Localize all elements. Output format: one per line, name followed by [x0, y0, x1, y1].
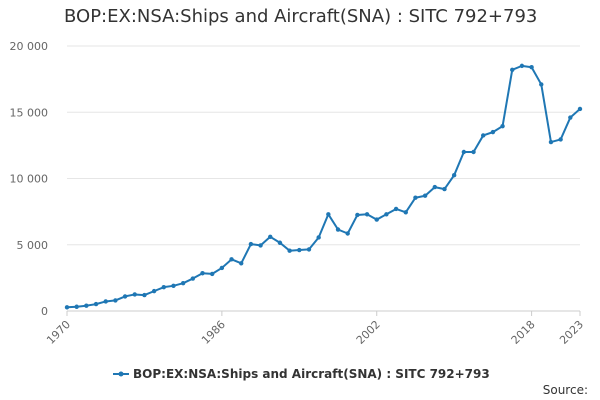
data-point [384, 212, 389, 217]
data-point [335, 227, 341, 232]
data-point [355, 212, 360, 218]
data-point [345, 231, 350, 236]
data-point [481, 133, 486, 138]
data-point [84, 303, 89, 308]
data-point [103, 299, 108, 304]
data-point [442, 186, 447, 192]
data-point [461, 149, 467, 155]
data-point [451, 172, 457, 178]
data-point [132, 292, 137, 297]
x-tick-label: 1970 [44, 318, 73, 347]
y-tick-label: 15 000 [10, 106, 49, 119]
chart-title: BOP:EX:NSA:Ships and Aircraft(SNA) : SIT… [64, 6, 538, 27]
x-axis: 1970 1986 2002 2018 2023 [44, 311, 586, 347]
data-point [413, 195, 418, 200]
y-tick-label: 10 000 [10, 173, 49, 186]
data-point [471, 149, 476, 155]
legend-label[interactable]: BOP:EX:NSA:Ships and Aircraft(SNA) : SIT… [133, 367, 490, 381]
data-point [364, 212, 370, 217]
data-point [239, 261, 244, 266]
data-point [258, 243, 263, 248]
series-line [66, 64, 581, 309]
data-point [529, 65, 534, 70]
data-point [432, 184, 438, 190]
data-point [510, 67, 515, 73]
data-point [171, 283, 176, 289]
data-point [248, 241, 254, 247]
data-point [500, 123, 505, 129]
data-point [229, 257, 234, 262]
y-axis: 0 5 000 10 000 15 000 20 000 [10, 40, 49, 318]
data-point [122, 294, 128, 299]
data-point [558, 137, 563, 142]
legend[interactable]: BOP:EX:NSA:Ships and Aircraft(SNA) : SIT… [113, 367, 490, 381]
data-point [519, 63, 525, 69]
x-tick-label: 2018 [509, 318, 538, 347]
data-point [268, 234, 273, 239]
grid-lines [67, 45, 580, 312]
series-layer [64, 63, 583, 310]
data-point [200, 271, 205, 276]
data-point [374, 217, 379, 222]
data-point [161, 284, 166, 290]
data-point [297, 247, 302, 253]
data-point [490, 129, 496, 135]
data-point [277, 240, 283, 245]
data-point [403, 210, 408, 215]
data-point [316, 235, 321, 240]
data-point [422, 193, 428, 198]
data-point [190, 276, 196, 281]
data-point [64, 305, 70, 310]
data-point [577, 106, 583, 112]
data-point [142, 292, 147, 298]
data-point [393, 206, 399, 212]
data-point [539, 82, 544, 87]
data-point [219, 265, 225, 271]
data-point [568, 115, 573, 120]
data-point [326, 212, 331, 217]
x-tick-label: 2023 [557, 318, 586, 347]
data-point [287, 248, 292, 253]
y-tick-label: 20 000 [10, 40, 49, 53]
legend-marker-icon [118, 371, 124, 377]
y-tick-label: 0 [41, 305, 48, 318]
data-point [151, 288, 157, 294]
x-tick-label: 2002 [354, 318, 383, 347]
data-point [74, 304, 79, 309]
y-tick-label: 5 000 [17, 239, 49, 252]
data-point [209, 271, 215, 277]
data-point [113, 298, 118, 303]
data-point [548, 139, 554, 145]
data-point [180, 280, 186, 286]
data-point [306, 247, 312, 252]
x-tick-label: 1986 [199, 318, 228, 347]
data-point [93, 301, 99, 307]
source-label: Source: [543, 383, 588, 397]
